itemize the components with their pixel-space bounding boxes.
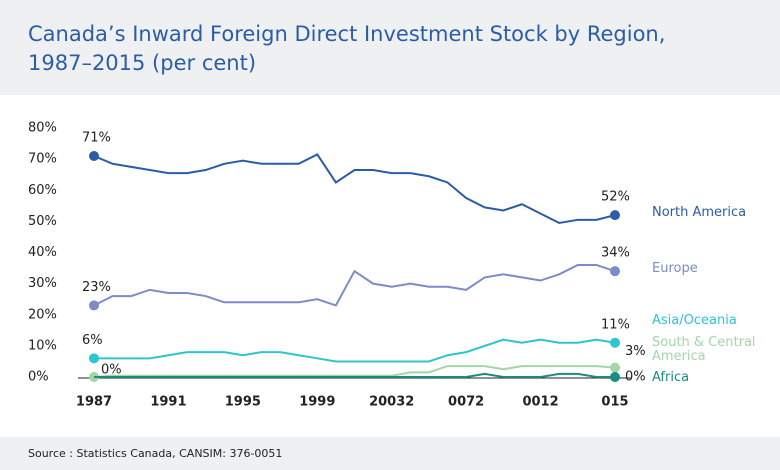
y-tick-label: 30% [28, 276, 57, 291]
chart-title: Canada’s Inward Foreign Direct Investmen… [28, 22, 666, 75]
x-tick-label: 015 [601, 395, 628, 410]
y-tick-label: 40% [28, 245, 57, 260]
legend-entry: Europe [652, 261, 698, 276]
y-tick-label: 50% [28, 214, 57, 229]
y-tick-label: 80% [28, 121, 57, 136]
y-tick-label: 60% [28, 183, 57, 198]
value-label: 34% [601, 246, 630, 261]
point [89, 151, 99, 162]
chart: 0% 10% 20% 30% 40% 50% 60% 70% 80% 1987 1991 1995 19… [28, 121, 646, 410]
y-tick-label: 70% [28, 152, 57, 167]
value-label: 3% [625, 344, 646, 359]
value-label: 6% [82, 333, 103, 348]
source: Source : Statistics Canada, CANSIM: 376-… [28, 447, 283, 460]
point [610, 266, 620, 277]
legend-entry: Asia/Oceania [652, 313, 737, 328]
series-line [93, 153, 616, 224]
series-line [94, 338, 616, 363]
value-label: 52% [601, 190, 630, 205]
point [610, 337, 620, 348]
series-line [93, 263, 616, 307]
x-tick-label: 20032 [369, 395, 414, 410]
series-line [94, 372, 615, 378]
y-tick-label: 10% [28, 338, 57, 353]
x-tick-label: 1995 [225, 395, 261, 410]
x-tick-label: 1991 [150, 395, 186, 410]
series-line [93, 365, 616, 378]
legend-entry: North America [652, 205, 747, 220]
value-label: 71% [82, 131, 111, 146]
y-tick-label: 20% [28, 307, 57, 322]
point [610, 372, 620, 382]
x-tick-label: 1987 [76, 395, 112, 410]
value-label: 0% [101, 363, 122, 378]
x-tick-label: 0072 [448, 395, 484, 410]
legend-entry: South & Central America [652, 335, 756, 364]
point [89, 300, 99, 311]
x-tick-label: 1999 [299, 395, 335, 410]
header: Canada’s Inward Foreign Direct Investmen… [0, 0, 780, 95]
footer: Source : Statistics Canada, CANSIM: 376-… [0, 437, 780, 470]
value-label: 0% [625, 370, 646, 385]
point [610, 362, 620, 373]
value-label: 23% [82, 280, 111, 295]
point [610, 210, 620, 221]
x-tick-label: 0012 [522, 395, 558, 410]
y-tick-label: 0% [28, 370, 49, 385]
value-label: 11% [601, 317, 630, 332]
legend-entry: Africa [652, 370, 690, 385]
point [89, 353, 99, 364]
